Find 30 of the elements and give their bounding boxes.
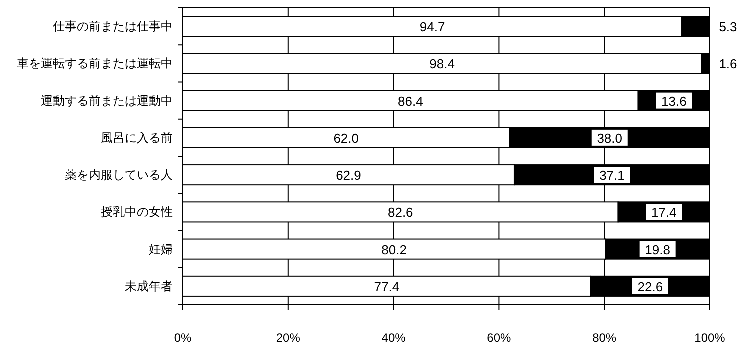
data-label: 22.6 — [638, 279, 664, 294]
data-label: 5.3 — [719, 20, 738, 35]
data-label: 82.6 — [388, 205, 414, 220]
x-tick-label: 60% — [487, 331, 512, 345]
y-tick-label: 運動する前または運動中 — [41, 94, 173, 108]
y-tick-label: 車を運転する前または運転中 — [17, 56, 173, 71]
x-tick-label: 0% — [174, 331, 192, 345]
data-label: 37.1 — [600, 168, 625, 184]
data-label: 94.7 — [420, 20, 446, 35]
y-tick-label: 風呂に入る前 — [101, 130, 173, 145]
data-label: 19.8 — [645, 242, 670, 258]
data-label: 38.0 — [597, 130, 623, 146]
data-label: 98.4 — [430, 56, 455, 72]
y-tick-label: 未成年者 — [125, 279, 173, 294]
data-label: 62.0 — [334, 130, 360, 146]
x-tick-label: 40% — [382, 331, 406, 345]
data-label: 80.2 — [382, 242, 407, 258]
data-label: 1.6 — [719, 56, 738, 72]
y-tick-label: 授乳中の女性 — [101, 205, 173, 220]
y-tick-label: 薬を内服している人 — [65, 168, 173, 182]
data-label: 86.4 — [398, 94, 424, 109]
y-tick-label: 妊婦 — [149, 242, 173, 256]
data-label: 13.6 — [662, 94, 687, 109]
x-tick-label: 80% — [592, 331, 617, 345]
data-label: 17.4 — [651, 205, 677, 220]
data-label: 77.4 — [374, 279, 400, 294]
x-tick-label: 100% — [694, 331, 726, 345]
y-tick-label: 仕事の前または仕事中 — [52, 20, 173, 34]
x-tick-label: 20% — [276, 331, 301, 345]
data-label: 62.9 — [336, 168, 362, 184]
